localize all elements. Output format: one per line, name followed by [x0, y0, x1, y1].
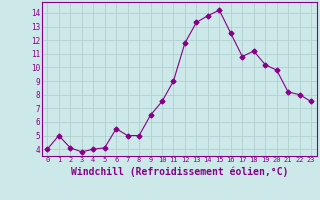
X-axis label: Windchill (Refroidissement éolien,°C): Windchill (Refroidissement éolien,°C) [70, 166, 288, 177]
